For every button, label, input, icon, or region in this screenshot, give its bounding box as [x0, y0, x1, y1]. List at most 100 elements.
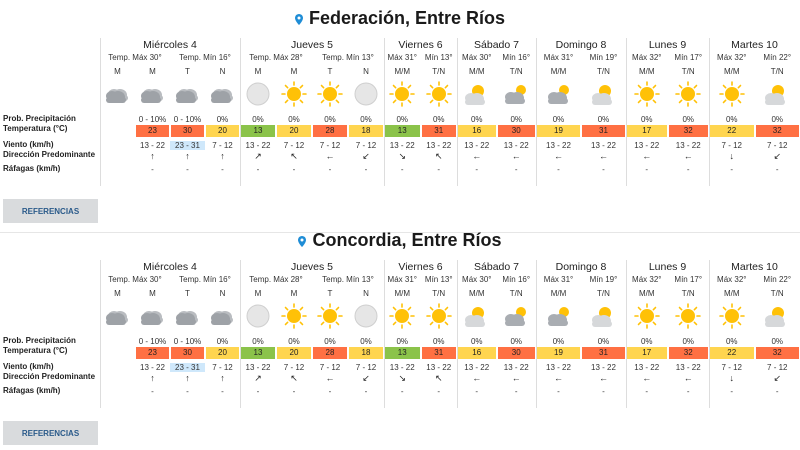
temp-min: Mín 16°: [502, 275, 531, 284]
cloudsun-icon: [502, 80, 530, 108]
temp-value: 32: [755, 125, 799, 137]
wind-value: 13 - 22: [389, 363, 415, 372]
temp-min: Mín 22°: [763, 275, 792, 284]
precip-value: 0%: [432, 337, 445, 346]
temp-value: 32: [755, 347, 799, 359]
precip-value: 0%: [597, 337, 610, 346]
period-label: T/N: [681, 67, 695, 76]
temp-value: 13: [241, 125, 275, 137]
precip-value: 0%: [324, 337, 336, 346]
wind-direction-icon: ↘: [398, 151, 407, 161]
day-column: [709, 38, 800, 186]
period-label: T/N: [597, 67, 610, 76]
temp-max: Máx 31°: [387, 53, 417, 62]
day-name: Lunes 9: [648, 261, 687, 273]
partly-icon: [763, 302, 791, 330]
row-label-wind: Viento (km/h): [3, 140, 54, 149]
precip-value: 0%: [216, 115, 229, 124]
gust-value: -: [514, 387, 518, 396]
temp-value: 20: [277, 347, 311, 359]
gust-value: -: [645, 387, 649, 396]
temp-min: Temp. Mín 16°: [179, 53, 231, 62]
wind-value: 7 - 12: [212, 141, 233, 150]
precip-value: 0%: [216, 337, 229, 346]
temp-min: Mín 13°: [424, 53, 453, 62]
row-label-precip: Prob. Precipitación: [3, 114, 76, 123]
day-name: Viernes 6: [398, 39, 443, 51]
gust-value: -: [364, 165, 368, 174]
precip-value: 0%: [396, 115, 409, 124]
day-column: [536, 38, 627, 186]
day-name: Sábado 7: [474, 261, 519, 273]
references-button[interactable]: REFERENCIAS: [3, 421, 98, 445]
temp-min: Temp. Mín 13°: [322, 53, 374, 62]
period-label: M: [149, 67, 156, 76]
row-label-dir: Dirección Predominante: [3, 372, 96, 381]
day-column: [384, 260, 458, 408]
city-name: Federación, Entre Ríos: [308, 8, 506, 28]
wind-direction-icon: ↙: [362, 373, 370, 383]
temp-value: [101, 347, 134, 359]
precip-value: 0%: [510, 337, 523, 346]
period-label: M: [254, 67, 262, 76]
temp-value: 30: [171, 125, 204, 137]
temp-max: Máx 32°: [717, 275, 747, 284]
temp-value: 20: [277, 125, 311, 137]
temp-value: 19: [537, 347, 580, 359]
wind-direction-icon: ←: [683, 373, 693, 383]
wind-value: 13 - 22: [245, 141, 271, 150]
temp-max: Temp. Máx 30°: [108, 53, 162, 62]
period-label: N: [363, 67, 369, 76]
wind-direction-icon: ←: [599, 151, 608, 161]
gust-value: -: [475, 387, 479, 396]
gust-value: -: [221, 165, 224, 174]
temp-max: Temp. Máx 28°: [249, 275, 303, 284]
wind-direction-icon: ←: [554, 373, 563, 383]
precip-value: 0 - 10%: [173, 337, 202, 346]
day-column: [240, 260, 385, 408]
precip-value: 0 - 10%: [138, 115, 167, 124]
gust-value: -: [186, 387, 189, 396]
gust-value: -: [292, 165, 296, 174]
day-name: Domingo 8: [555, 39, 607, 51]
period-label: T/N: [509, 67, 523, 76]
period-label: T/N: [770, 289, 784, 298]
wind-direction-icon: ↑: [150, 151, 155, 161]
precip-value: 0%: [360, 115, 372, 124]
wind-direction-icon: [113, 373, 123, 383]
divider: [0, 232, 800, 233]
sun-icon: [425, 80, 453, 108]
period-label: M/M: [723, 289, 740, 298]
city-forecast: Concordia, Entre Ríos Prob. Precipitación…: [0, 222, 800, 445]
temp-value: 23: [136, 125, 169, 137]
period-label: M/M: [468, 67, 485, 76]
wind-value: 7 - 12: [355, 363, 377, 372]
precip-value: 0%: [288, 115, 300, 124]
references-button[interactable]: REFERENCIAS: [3, 199, 98, 223]
wind-value: 7 - 12: [355, 141, 377, 150]
wind-direction-icon: ↑: [150, 373, 155, 383]
temp-value: 31: [421, 347, 456, 359]
wind-direction-icon: ↑: [220, 151, 225, 161]
gust-value: -: [292, 387, 296, 396]
period-label: M: [290, 289, 298, 298]
temp-value: 31: [421, 125, 456, 137]
wind-direction-icon: ↙: [362, 151, 370, 161]
period-label: M/M: [550, 67, 567, 76]
precip-value: 0 - 10%: [138, 337, 167, 346]
moon-icon: [244, 302, 272, 330]
cloudy-icon: [139, 302, 167, 330]
period-label: T/N: [432, 289, 446, 298]
temp-max: Temp. Máx 28°: [249, 53, 303, 62]
gust-value: -: [775, 165, 779, 174]
temp-value: 20: [206, 125, 239, 137]
gust-value: -: [364, 387, 368, 396]
temp-min: Temp. Mín 16°: [179, 275, 231, 284]
precip-value: 0%: [771, 337, 784, 346]
wind-direction-icon: ←: [599, 373, 608, 383]
period-label: T/N: [432, 67, 446, 76]
gust-value: -: [775, 387, 779, 396]
temp-max: Máx 32°: [717, 53, 747, 62]
wind-direction-icon: ←: [511, 373, 521, 383]
wind-value: 13 - 22: [245, 363, 271, 372]
